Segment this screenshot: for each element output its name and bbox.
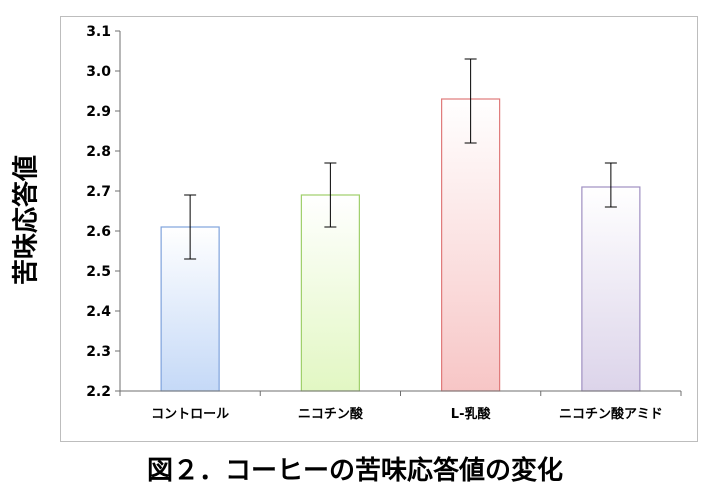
y-tick-label: 2.2 xyxy=(86,384,111,400)
y-tick-label: 2.7 xyxy=(86,184,111,200)
x-category-label: ニコチン酸アミド xyxy=(559,406,663,422)
figure-caption: 図２．コーヒーの苦味応答値の変化 xyxy=(146,456,563,486)
y-tick-label: 2.4 xyxy=(86,304,111,320)
x-category-label: ニコチン酸 xyxy=(298,406,364,422)
bar-1 xyxy=(300,194,360,392)
x-category-label: コントロール xyxy=(151,407,229,422)
y-tick-label: 2.5 xyxy=(86,264,111,280)
y-tick-label: 2.3 xyxy=(86,344,111,360)
y-tick-label: 2.6 xyxy=(86,224,111,240)
y-axis-label: 苦味応答値 xyxy=(11,154,42,286)
bar-3 xyxy=(581,186,641,392)
y-tick-label: 3.1 xyxy=(86,24,111,40)
bars-layer xyxy=(160,58,641,392)
y-tick-label: 2.8 xyxy=(86,144,111,160)
labels-layer: 2.2 2.3 2.4 2.5 2.6 2.7 2.8 2.9 3.0 3.1 コントロール ニコチン… xyxy=(86,24,663,422)
x-category-label: L-乳酸 xyxy=(451,406,492,422)
axes-layer xyxy=(115,30,682,396)
y-tick-label: 2.9 xyxy=(86,104,111,120)
y-tick-label: 3.0 xyxy=(86,64,111,80)
